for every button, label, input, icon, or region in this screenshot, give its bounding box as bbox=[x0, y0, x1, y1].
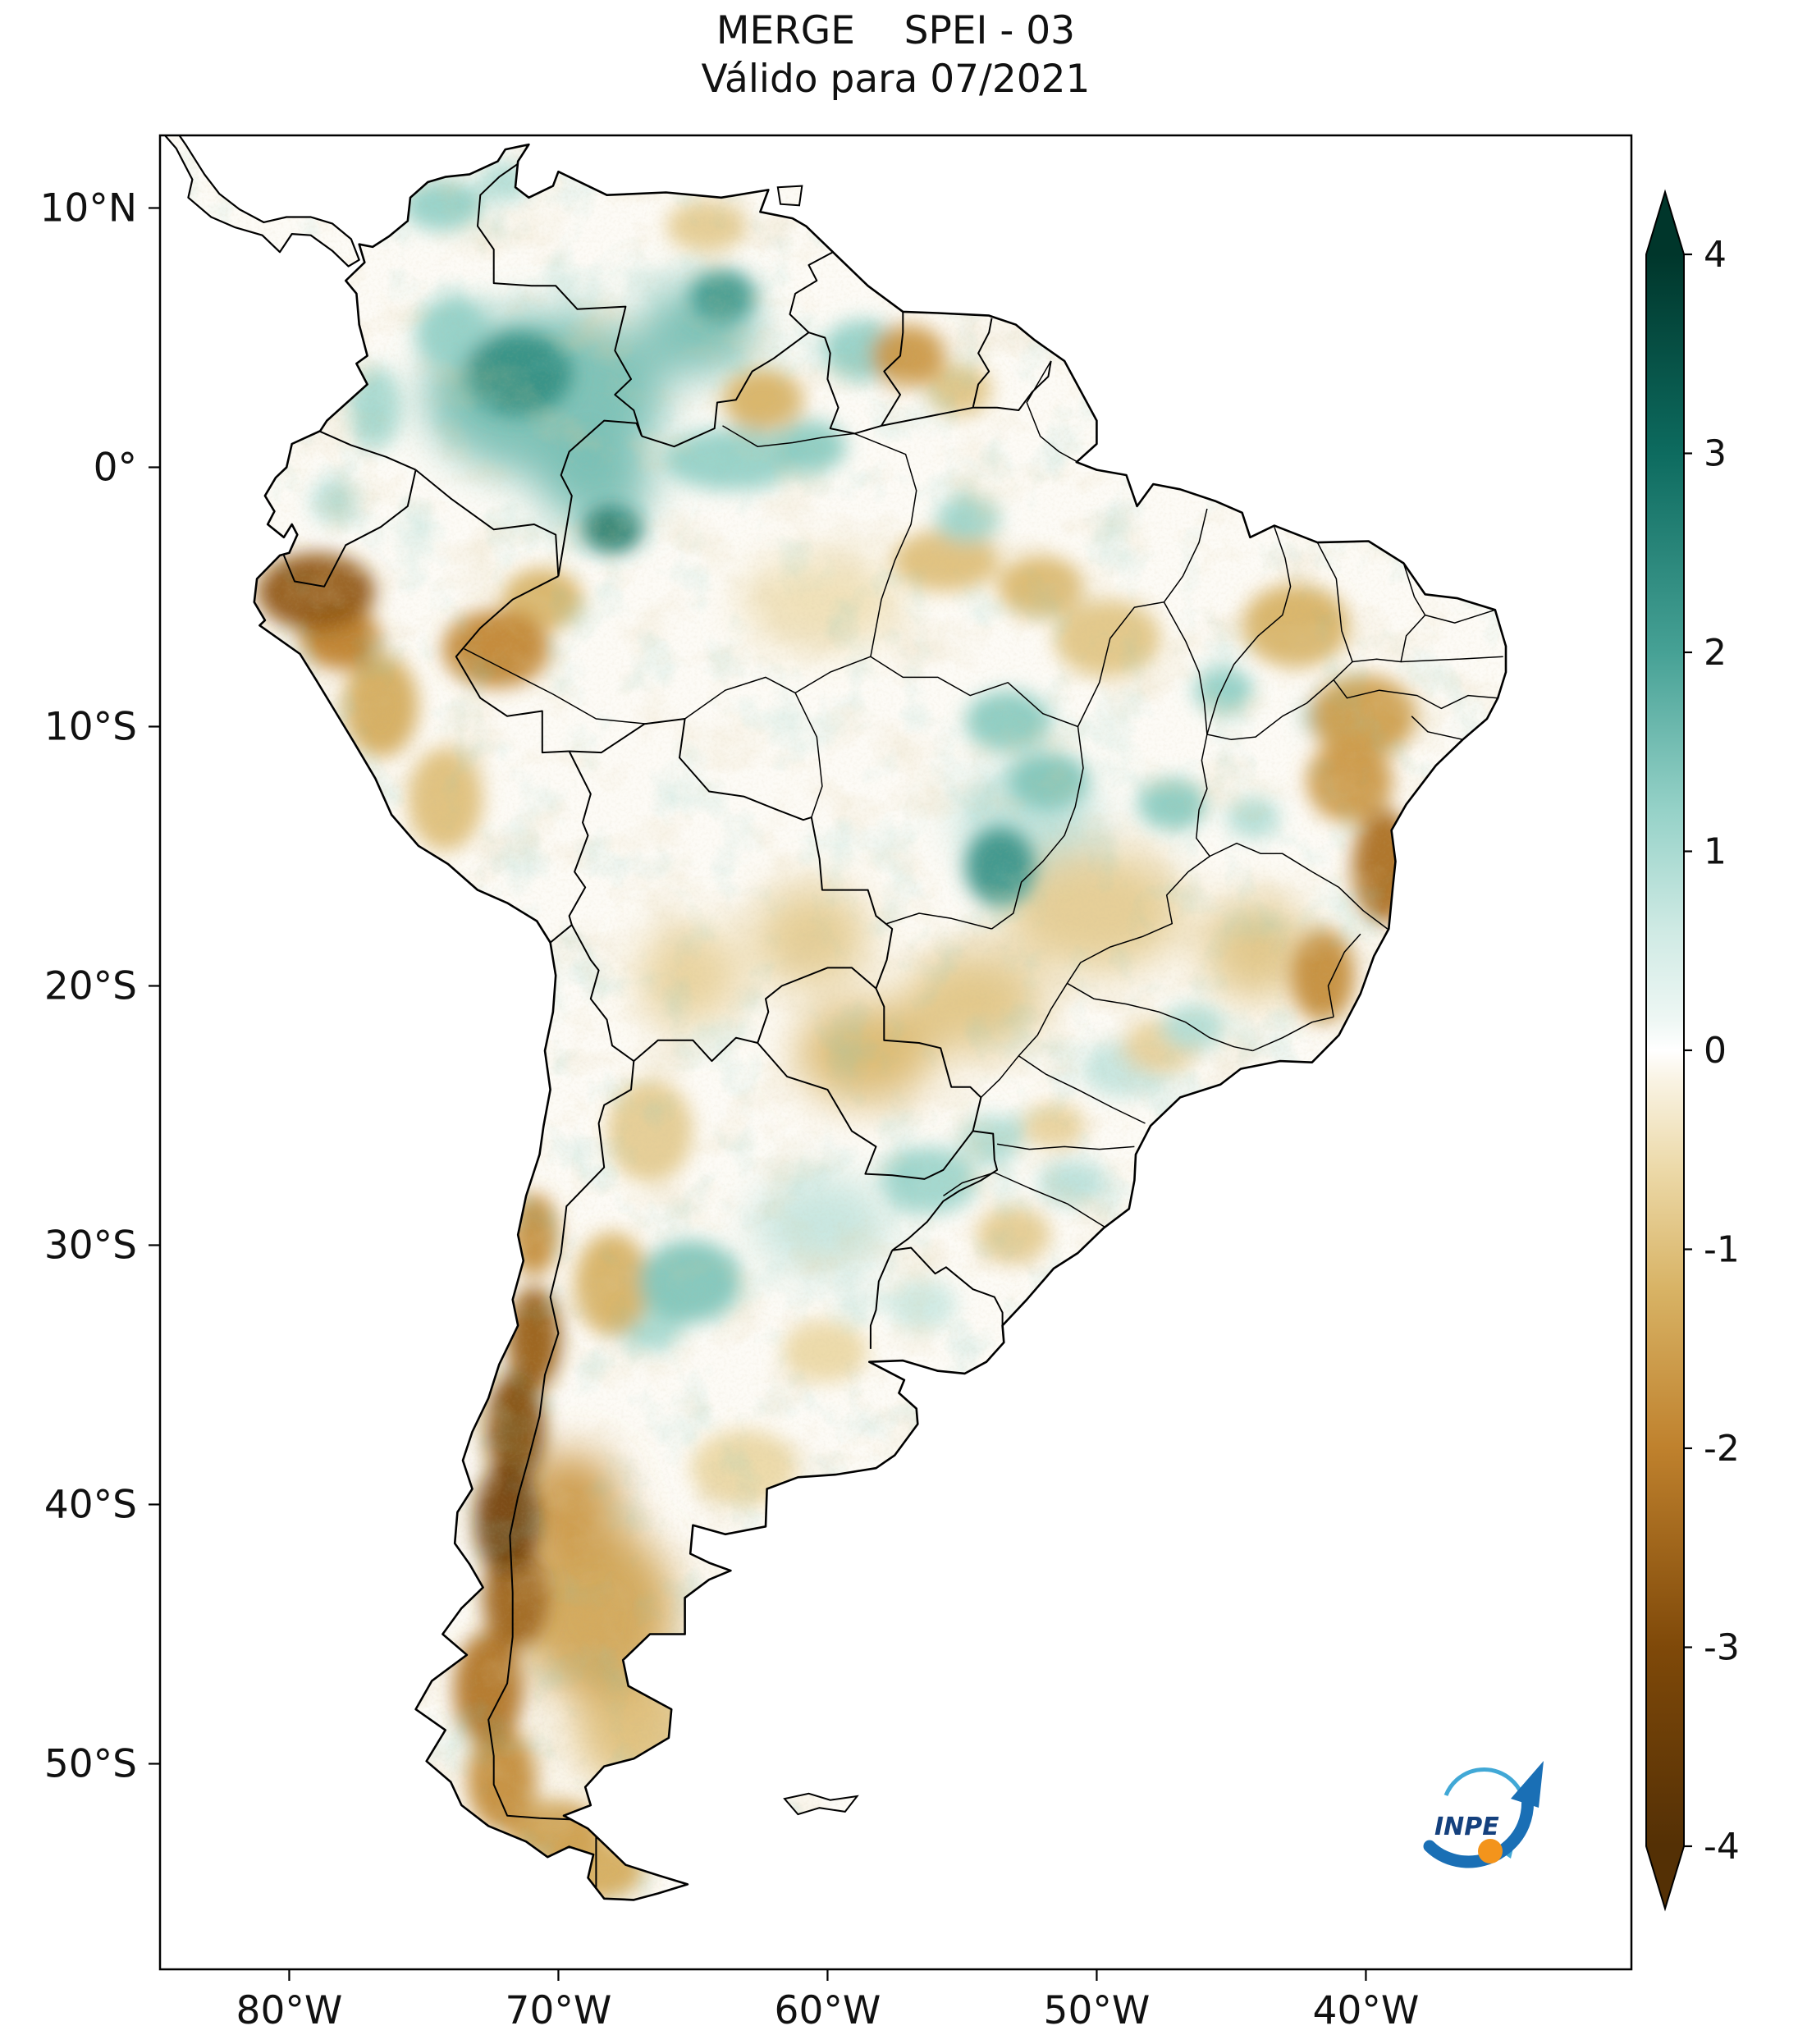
colorbar-tick-label: 0 bbox=[1704, 1030, 1727, 1072]
logo-orange-dot-icon bbox=[1478, 1839, 1503, 1863]
country-borders bbox=[282, 159, 1052, 1891]
title-line-2: Válido para 07/2021 bbox=[701, 57, 1091, 102]
lat-tick-label: 0° bbox=[94, 445, 137, 490]
lat-tick-label: 10°S bbox=[44, 704, 137, 749]
colorbar-tick-label: 2 bbox=[1704, 632, 1727, 674]
lon-tick-label: 60°W bbox=[775, 1988, 881, 2033]
lon-tick-label: 40°W bbox=[1313, 1988, 1420, 2033]
title-line-1: MERGE SPEI - 03 bbox=[716, 8, 1076, 53]
lon-tick-label: 70°W bbox=[506, 1988, 612, 2033]
colorbar-under-arrow bbox=[1646, 1846, 1684, 1909]
map-graphics: 10°N 0° 10°S 20°S 30°S 40°S 50°S 80°W 70°W 60°W 50… bbox=[40, 134, 1740, 2033]
island-outline bbox=[776, 185, 803, 207]
lon-tick-label: 50°W bbox=[1044, 1988, 1151, 2033]
plot-frame bbox=[158, 134, 1633, 1971]
lon-tick-label: 80°W bbox=[236, 1988, 343, 2033]
coastline bbox=[253, 143, 1507, 1901]
map-area bbox=[160, 135, 1507, 1901]
lat-tick-label: 10°N bbox=[40, 185, 137, 231]
state-borders bbox=[464, 360, 1503, 1228]
island-outline bbox=[783, 1792, 859, 1816]
lat-tick-label: 50°S bbox=[44, 1741, 137, 1786]
colorbar-tick-label: 3 bbox=[1704, 433, 1727, 475]
colorbar bbox=[1646, 254, 1684, 1846]
inpe-logo-text: INPE bbox=[1434, 1813, 1499, 1841]
spei-field bbox=[160, 135, 1506, 1900]
colorbar-tick-label: 1 bbox=[1704, 831, 1727, 873]
colorbar-tick-label: -2 bbox=[1704, 1428, 1740, 1470]
central-america-coastline bbox=[163, 135, 360, 268]
colorbar-tick-label: 4 bbox=[1704, 234, 1727, 276]
colorbar-over-arrow bbox=[1646, 192, 1684, 254]
lat-tick-label: 20°S bbox=[44, 963, 137, 1008]
inpe-logo: INPE bbox=[1423, 1761, 1544, 1868]
lat-tick-label: 40°S bbox=[44, 1482, 137, 1527]
logo-arrowhead-icon bbox=[1511, 1761, 1544, 1808]
lat-tick-label: 30°S bbox=[44, 1223, 137, 1268]
colorbar-tick-label: -1 bbox=[1704, 1229, 1740, 1271]
colorbar-tick-label: -4 bbox=[1704, 1826, 1740, 1868]
figure-title: MERGE SPEI - 03 Válido para 07/2021 bbox=[160, 7, 1631, 103]
colorbar-tick-label: -3 bbox=[1704, 1627, 1740, 1669]
